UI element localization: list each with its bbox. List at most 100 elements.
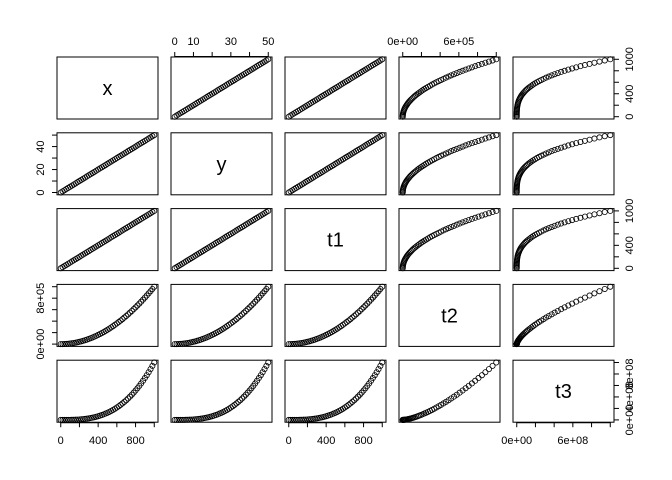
- point: [482, 369, 489, 376]
- point: [573, 64, 580, 71]
- point: [358, 306, 365, 313]
- variable-label: x: [103, 78, 113, 100]
- point: [192, 416, 199, 423]
- point: [113, 320, 120, 327]
- point: [145, 369, 152, 376]
- variable-label: t2: [441, 305, 458, 327]
- point: [543, 150, 550, 157]
- point: [519, 331, 526, 338]
- panel-frame: [170, 283, 273, 347]
- point: [561, 304, 568, 311]
- point: [573, 140, 580, 147]
- x-tick-label: 0: [58, 435, 64, 447]
- x-tick-label: 6e+05: [443, 36, 474, 48]
- point: [459, 143, 466, 150]
- point: [545, 73, 552, 80]
- point: [233, 316, 240, 323]
- point: [554, 70, 561, 77]
- point: [237, 397, 244, 404]
- point: [577, 63, 584, 70]
- point: [465, 141, 472, 148]
- point: [548, 311, 555, 318]
- point: [125, 395, 132, 402]
- y-tick-label: 8e+08: [624, 359, 636, 390]
- point: [478, 372, 485, 379]
- point: [123, 312, 130, 319]
- point: [554, 221, 561, 228]
- point: [462, 66, 469, 73]
- point: [196, 415, 203, 422]
- point: [132, 304, 139, 311]
- y-tick-label: 0e+00: [35, 329, 47, 360]
- point: [493, 359, 500, 366]
- point: [229, 319, 236, 326]
- x-tick-label: 800: [354, 435, 372, 447]
- panel-frame: [56, 208, 159, 272]
- point: [57, 341, 64, 348]
- panel-frame: [398, 132, 501, 196]
- point: [543, 74, 550, 81]
- point: [558, 220, 565, 227]
- point: [149, 362, 156, 369]
- panel-frame: [512, 283, 615, 347]
- panel-frame: [170, 359, 273, 423]
- point: [475, 213, 482, 220]
- point: [548, 148, 555, 155]
- point: [366, 298, 373, 305]
- point: [565, 218, 572, 225]
- point: [543, 226, 550, 233]
- point: [242, 391, 249, 398]
- point: [375, 366, 382, 373]
- point: [379, 359, 386, 366]
- x-tick-label: 400: [89, 435, 107, 447]
- y-tick-label: 1000: [624, 199, 636, 223]
- point: [551, 147, 558, 154]
- point: [188, 416, 195, 423]
- point: [468, 215, 475, 222]
- point: [586, 292, 593, 299]
- point: [237, 312, 244, 319]
- y-tick-label: 40: [35, 140, 47, 152]
- point: [558, 306, 565, 313]
- panel-frame: [56, 56, 159, 120]
- point: [65, 340, 72, 347]
- point: [607, 56, 614, 63]
- point: [351, 312, 358, 319]
- point: [353, 395, 360, 402]
- point: [265, 359, 272, 366]
- point: [265, 207, 272, 214]
- point: [80, 416, 87, 423]
- point: [573, 215, 580, 222]
- point: [126, 393, 133, 400]
- point: [448, 72, 455, 79]
- point: [347, 400, 354, 407]
- point: [601, 133, 608, 140]
- point: [607, 132, 614, 139]
- point: [239, 311, 246, 318]
- point: [227, 320, 234, 327]
- point: [128, 307, 135, 314]
- variable-label: t3: [555, 381, 572, 403]
- point: [121, 314, 128, 321]
- point: [119, 400, 126, 407]
- y-tick-label: 400: [624, 236, 636, 254]
- point: [478, 60, 485, 67]
- point: [171, 416, 178, 423]
- point: [577, 214, 584, 221]
- point: [569, 217, 576, 224]
- point: [379, 283, 386, 290]
- point: [356, 307, 363, 314]
- point: [569, 65, 576, 72]
- panel-frame: [512, 132, 615, 196]
- point: [601, 209, 608, 216]
- point: [586, 136, 593, 143]
- point: [347, 316, 354, 323]
- point: [235, 398, 242, 405]
- point: [465, 217, 472, 224]
- point: [453, 70, 460, 77]
- x-tick-label: 10: [187, 36, 199, 48]
- point: [240, 309, 247, 316]
- point: [257, 372, 264, 379]
- x-tick-label: 0e+00: [387, 36, 418, 48]
- y-tick-label: 0: [624, 265, 636, 271]
